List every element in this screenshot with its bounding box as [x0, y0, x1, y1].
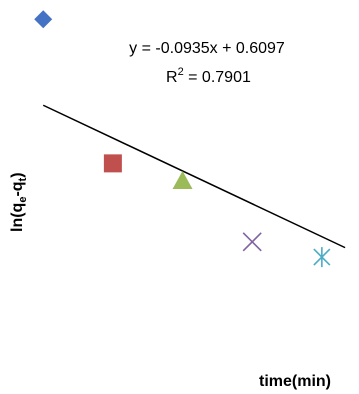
- data-point-x-4: [242, 232, 262, 252]
- data-point-triangle-3: [172, 170, 193, 189]
- data-point-star-5: [313, 247, 331, 268]
- r-squared-label: R2 = 0.7901: [166, 66, 251, 86]
- data-point-diamond-1: [34, 10, 53, 29]
- trendline: [42, 104, 346, 249]
- data-point-square-2: [103, 154, 122, 173]
- trendline-equation: y = -0.0935x + 0.6097: [129, 40, 285, 57]
- data-points: [34, 10, 331, 268]
- x-axis-label: time(min): [259, 373, 331, 390]
- y-axis-label: ln(qe-qt): [9, 172, 29, 232]
